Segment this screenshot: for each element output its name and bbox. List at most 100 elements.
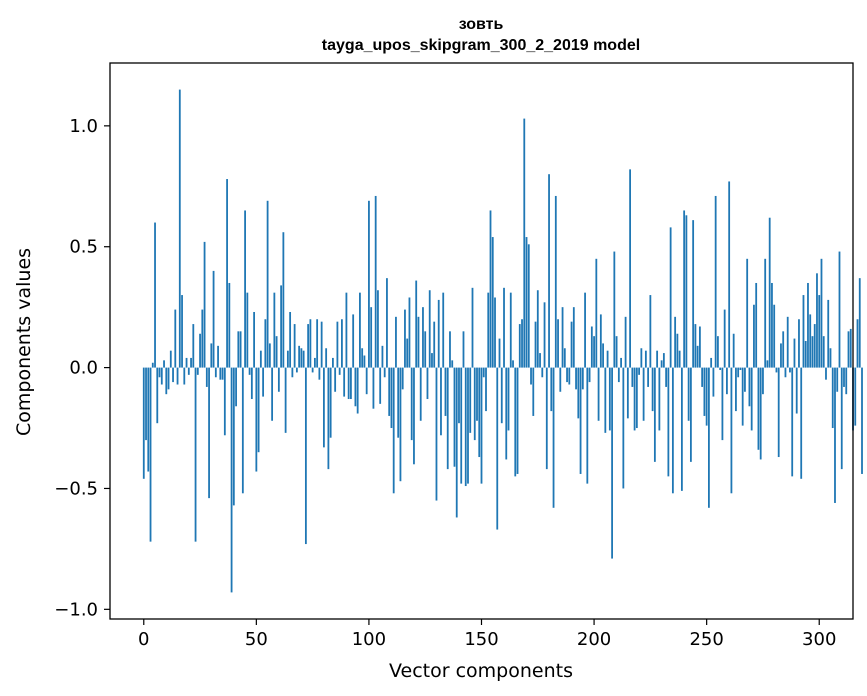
bar [169, 350, 172, 368]
bar [694, 324, 697, 368]
bar [773, 304, 776, 368]
bar [545, 367, 548, 470]
bar [187, 367, 190, 375]
bar [401, 367, 404, 390]
bar [764, 258, 767, 368]
bar [525, 237, 528, 368]
bar [410, 367, 413, 441]
bar [286, 350, 289, 368]
bar [374, 195, 377, 368]
bar [487, 292, 490, 368]
bar [178, 89, 181, 368]
bar [329, 367, 332, 438]
bar [653, 367, 656, 462]
bar [298, 345, 301, 368]
bar [744, 367, 746, 392]
bar [593, 336, 595, 368]
y-tick-label: 0.5 [69, 237, 98, 258]
bar [370, 307, 373, 368]
bar [210, 343, 213, 368]
bar [352, 314, 355, 368]
bar [611, 367, 613, 559]
bar [746, 258, 749, 368]
bar [361, 348, 364, 368]
bar [331, 357, 334, 368]
bar [548, 174, 550, 368]
bar [557, 319, 559, 368]
bar [631, 367, 634, 387]
bar [268, 343, 271, 368]
bar [590, 326, 593, 368]
bar [194, 367, 197, 542]
bar [503, 287, 505, 368]
bar [363, 355, 366, 368]
bar [275, 336, 278, 368]
bar [248, 367, 251, 375]
x-tick-label: 300 [802, 629, 836, 650]
bar [313, 357, 316, 368]
bar [669, 227, 672, 368]
bar [422, 307, 424, 368]
bar [246, 292, 249, 368]
bar [804, 341, 807, 368]
bar [199, 333, 201, 368]
bar [151, 362, 154, 368]
bar [780, 343, 782, 368]
bar [687, 367, 690, 421]
bar [539, 353, 541, 368]
bar [266, 200, 269, 368]
bar [532, 367, 535, 416]
bar [552, 367, 555, 508]
bar [277, 367, 280, 392]
bar [496, 367, 499, 530]
bar [676, 333, 679, 368]
bar [471, 287, 474, 368]
bar [644, 350, 647, 368]
bar [640, 348, 643, 368]
bar [437, 299, 440, 368]
bar [775, 367, 778, 373]
bar [768, 217, 771, 368]
bar [167, 367, 170, 390]
bar [377, 290, 379, 368]
bar [354, 367, 357, 407]
bar [795, 367, 798, 414]
bar [836, 367, 839, 392]
bar [219, 367, 222, 380]
bar [239, 331, 242, 368]
bar [212, 270, 215, 368]
bar [599, 314, 602, 368]
bar [176, 367, 179, 385]
bar [750, 367, 753, 431]
bar [464, 367, 467, 487]
bar [597, 367, 600, 421]
bar [205, 367, 208, 387]
bar [304, 367, 307, 545]
bar [755, 282, 758, 368]
bar [798, 319, 800, 368]
y-axis-ticks: −1.0 −0.5 0.0 0.5 1.0 [54, 116, 110, 620]
bar [165, 367, 168, 395]
bar [728, 181, 731, 368]
x-tick-label: 250 [689, 629, 723, 650]
bar [259, 350, 262, 368]
bar [705, 367, 708, 426]
bar [451, 360, 454, 368]
y-tick-label: 1.0 [69, 116, 98, 137]
bar [784, 367, 787, 378]
bar [563, 348, 566, 368]
bar [739, 367, 742, 371]
bar [527, 244, 530, 368]
bar [543, 302, 546, 368]
bar [649, 295, 652, 368]
bar [190, 357, 192, 368]
bar [404, 309, 406, 368]
bar [816, 273, 818, 368]
bar [257, 367, 260, 453]
bar [726, 367, 728, 395]
y-tick-label: −0.5 [54, 478, 98, 499]
bar [491, 237, 494, 368]
bar [638, 367, 641, 375]
bar [843, 367, 845, 387]
